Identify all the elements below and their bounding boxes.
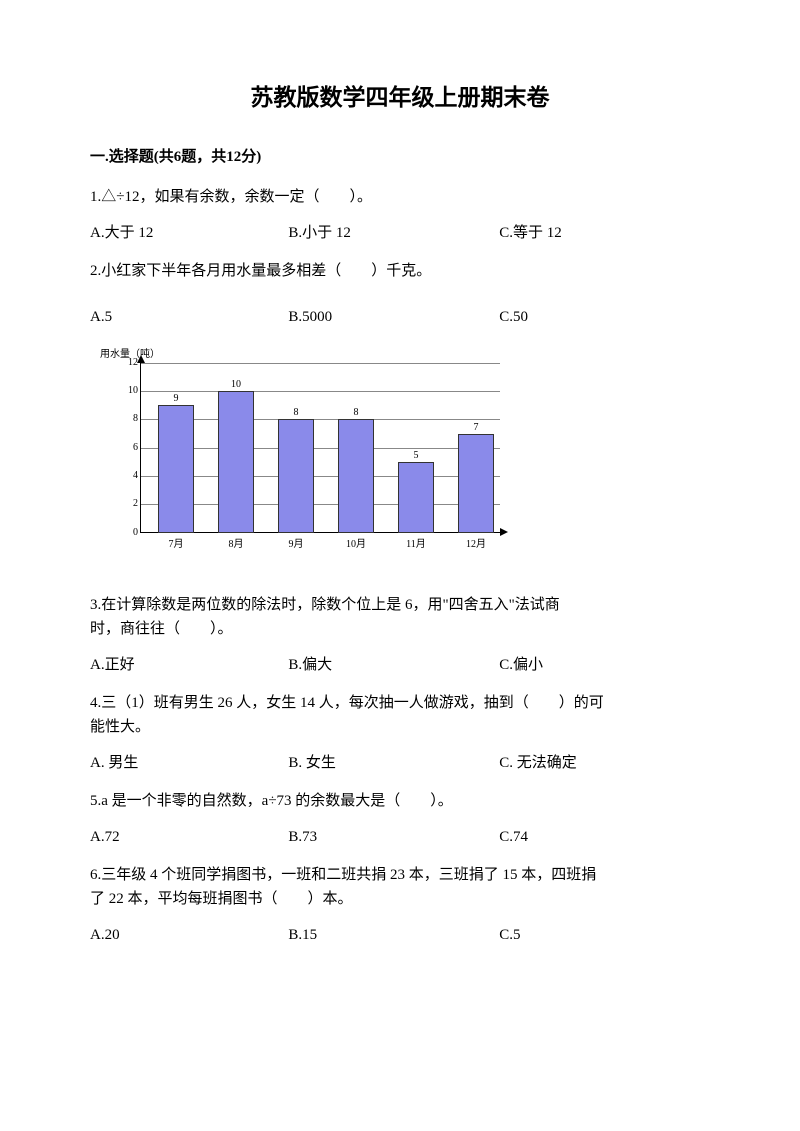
chart-gridline <box>141 419 500 420</box>
q4-option-b: B. 女生 <box>288 751 499 775</box>
q4-option-a: A. 男生 <box>90 751 288 775</box>
q2-text: 2.小红家下半年各月用水量最多相差（ ）千克。 <box>90 259 710 283</box>
q3-text-line1: 3.在计算除数是两位数的除法时，除数个位上是 6，用"四舍五入"法试商 <box>90 593 710 617</box>
chart-gridline <box>141 363 500 364</box>
chart-bar-rrar <box>338 419 374 532</box>
chart-bar-value: 8 <box>278 405 314 421</box>
chart-bar-value: 5 <box>398 448 434 464</box>
q4-options: A. 男生 B. 女生 C. 无法确定 <box>90 751 710 775</box>
chart-bar: 8 <box>278 419 314 532</box>
page-title: 苏教版数学四年级上册期末卷 <box>90 80 710 117</box>
chart-y-arrow <box>137 355 145 363</box>
q2-options: A.5 B.5000 C.50 <box>90 305 710 329</box>
chart-x-arrow <box>500 528 508 536</box>
q2-option-b: B.5000 <box>288 305 499 329</box>
chart-x-label: 8月 <box>218 537 254 553</box>
q4-option-c: C. 无法确定 <box>499 751 710 775</box>
chart-x-label: 9月 <box>278 537 314 553</box>
q1-option-c: C.等于 12 <box>499 221 710 245</box>
q1-text: 1.△÷12，如果有余数，余数一定（ ）。 <box>90 185 710 209</box>
q4-text-line2: 能性大。 <box>90 715 710 739</box>
chart-gridline <box>141 448 500 449</box>
q1-options: A.大于 12 B.小于 12 C.等于 12 <box>90 221 710 245</box>
question-1: 1.△÷12，如果有余数，余数一定（ ）。 A.大于 12 B.小于 12 C.… <box>90 185 710 245</box>
chart-x-label: 7月 <box>158 537 194 553</box>
q3-option-a: A.正好 <box>90 653 288 677</box>
chart-bar: 10 <box>218 391 254 533</box>
q5-options: A.72 B.73 C.74 <box>90 825 710 849</box>
chart-bar-rrar <box>218 391 254 533</box>
chart-bar-value: 7 <box>458 420 494 436</box>
chart-plot-area <box>140 363 500 533</box>
q6-text-line2: 了 22 本，平均每班捐图书（ ）本。 <box>90 887 710 911</box>
chart-x-label: 12月 <box>458 537 494 553</box>
chart-gridline <box>141 504 500 505</box>
chart-gridline <box>141 476 500 477</box>
chart-x-label: 10月 <box>338 537 374 553</box>
q3-options: A.正好 B.偏大 C.偏小 <box>90 653 710 677</box>
q6-text-line1: 6.三年级 4 个班同学捐图书，一班和二班共捐 23 本，三班捐了 15 本，四… <box>90 863 710 887</box>
question-4: 4.三（1）班有男生 26 人，女生 14 人，每次抽一人做游戏，抽到（ ）的可… <box>90 691 710 775</box>
q1-option-b: B.小于 12 <box>288 221 499 245</box>
q2-option-a: A.5 <box>90 305 288 329</box>
question-3: 3.在计算除数是两位数的除法时，除数个位上是 6，用"四舍五入"法试商 时，商往… <box>90 593 710 677</box>
q2-option-c: C.50 <box>499 305 710 329</box>
chart-bar: 7 <box>458 434 494 533</box>
chart-bar-rrar <box>398 462 434 533</box>
chart-bar-rrar <box>158 405 194 533</box>
chart-bar: 9 <box>158 405 194 533</box>
q4-text-line1: 4.三（1）班有男生 26 人，女生 14 人，每次抽一人做游戏，抽到（ ）的可 <box>90 691 710 715</box>
chart-bar: 8 <box>338 419 374 532</box>
q3-text-line2: 时，商往往（ ）。 <box>90 617 710 641</box>
chart-y-tick: 6 <box>120 440 138 456</box>
water-usage-chart: 用水量（吨） 02468101297月108月89月810月511月712月 <box>110 353 710 563</box>
chart-gridline <box>141 391 500 392</box>
chart-y-tick: 0 <box>120 525 138 541</box>
chart-y-tick: 4 <box>120 468 138 484</box>
q5-option-c: C.74 <box>499 825 710 849</box>
q3-option-c: C.偏小 <box>499 653 710 677</box>
chart-y-tick: 10 <box>120 383 138 399</box>
q5-text: 5.a 是一个非零的自然数，a÷73 的余数最大是（ ）。 <box>90 789 710 813</box>
chart-y-tick: 12 <box>120 355 138 371</box>
q3-option-b: B.偏大 <box>288 653 499 677</box>
chart-bar-rrar <box>458 434 494 533</box>
q6-options: A.20 B.15 C.5 <box>90 923 710 947</box>
question-6: 6.三年级 4 个班同学捐图书，一班和二班共捐 23 本，三班捐了 15 本，四… <box>90 863 710 947</box>
chart-bar-rrar <box>278 419 314 532</box>
chart-x-label: 11月 <box>398 537 434 553</box>
chart-bar-value: 9 <box>158 391 194 407</box>
q1-option-a: A.大于 12 <box>90 221 288 245</box>
chart-bar-value: 8 <box>338 405 374 421</box>
q5-option-a: A.72 <box>90 825 288 849</box>
question-2: 2.小红家下半年各月用水量最多相差（ ）千克。 A.5 B.5000 C.50 <box>90 259 710 329</box>
q6-option-a: A.20 <box>90 923 288 947</box>
q5-option-b: B.73 <box>288 825 499 849</box>
section-header: 一.选择题(共6题，共12分) <box>90 145 710 169</box>
chart-y-tick: 2 <box>120 496 138 512</box>
q6-option-b: B.15 <box>288 923 499 947</box>
question-5: 5.a 是一个非零的自然数，a÷73 的余数最大是（ ）。 A.72 B.73 … <box>90 789 710 849</box>
q6-option-c: C.5 <box>499 923 710 947</box>
chart-y-tick: 8 <box>120 411 138 427</box>
chart-bar-value: 10 <box>218 377 254 393</box>
chart-bar: 5 <box>398 462 434 533</box>
